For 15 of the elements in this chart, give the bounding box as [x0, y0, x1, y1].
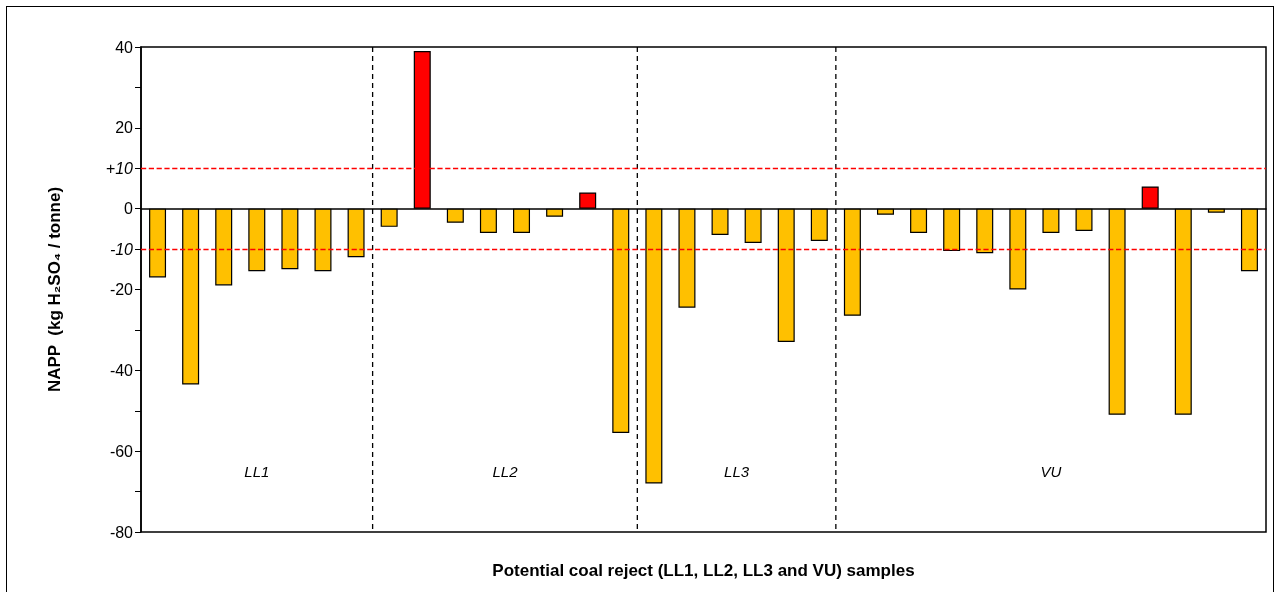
y-tick-label: -40	[109, 361, 134, 379]
y-tick-label: 20	[115, 119, 134, 137]
y-tick-label: -80	[109, 523, 134, 541]
y-axis-title: NAPP (kg H₂SO₄ / tonne)	[45, 186, 64, 393]
y-tick-label: 40	[115, 38, 134, 56]
annotation: VU	[1040, 462, 1062, 480]
x-axis-title: Potential coal reject (LL1, LL2, LL3 and VU) samples	[492, 561, 915, 580]
annotation: LL1	[244, 462, 270, 480]
y-tick-label: -60	[109, 442, 134, 460]
annotation: LL3	[724, 462, 750, 480]
ref-line-label: +10	[105, 159, 134, 177]
annotation: LL2	[492, 462, 519, 480]
y-tick-label: -20	[109, 281, 134, 298]
ref-line-label: -10	[109, 240, 134, 258]
y-tick-label: 0	[124, 200, 134, 218]
